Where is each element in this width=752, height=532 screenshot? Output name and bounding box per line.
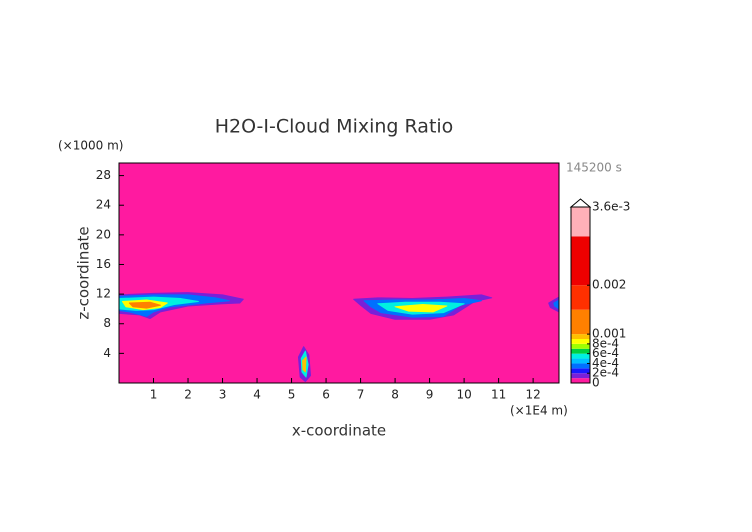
plot-frame — [118, 162, 560, 384]
colorbar-band — [571, 339, 590, 344]
contour-region — [302, 356, 307, 373]
contour-region — [394, 303, 448, 313]
colorbar-band — [571, 358, 590, 364]
colorbar-tick-label: 0.001 — [592, 327, 626, 341]
x-tick-label: 2 — [184, 388, 192, 402]
colorbar-tick-label: 0.002 — [592, 278, 626, 292]
y-tick-label: 28 — [96, 168, 111, 182]
x-tick-label: 10 — [456, 388, 471, 402]
colorbar-tick-label: 6e-4 — [592, 346, 619, 360]
colorbar-band — [571, 348, 590, 354]
y-tick-label: 12 — [96, 287, 111, 301]
x-axis-title: x-coordinate — [292, 422, 386, 440]
colorbar-band — [571, 343, 590, 349]
y-tick-label: 20 — [96, 227, 111, 241]
chart-title: H2O-I-Cloud Mixing Ratio — [215, 116, 454, 138]
colorbar-band — [571, 378, 590, 383]
colorbar-tick-label: 8e-4 — [592, 336, 619, 350]
x-tick-label: 7 — [357, 388, 365, 402]
y-axis-title: z-coordinate — [75, 226, 93, 319]
y-tick-label: 24 — [96, 198, 111, 212]
colorbar-band — [571, 363, 590, 369]
colorbar-band — [571, 373, 590, 379]
y-unit: (×1000 m) — [58, 139, 123, 153]
x-tick-label: 5 — [288, 388, 296, 402]
y-tick-label: 8 — [103, 316, 111, 330]
colorbar-tick-label: 2e-4 — [592, 366, 619, 380]
x-tick-label: 12 — [525, 388, 540, 402]
colorbar-band — [571, 353, 590, 359]
colorbar-tick-label: 4e-4 — [592, 356, 619, 370]
time-label: 145200 s — [566, 161, 622, 175]
x-tick-label: 9 — [426, 388, 434, 402]
x-tick-label: 11 — [491, 388, 506, 402]
x-tick-label: 8 — [391, 388, 399, 402]
colorbar-tick-label: 0 — [592, 376, 600, 390]
y-tick-label: 16 — [96, 257, 111, 271]
contour-region — [128, 301, 161, 309]
x-tick-label: 6 — [322, 388, 330, 402]
x-tick-label: 3 — [219, 388, 227, 402]
colorbar-extend — [569, 198, 592, 208]
colorbar-band — [571, 236, 590, 286]
x-unit: (×1E4 m) — [510, 404, 568, 418]
colorbar-band — [571, 207, 590, 237]
x-tick-label: 4 — [253, 388, 261, 402]
colorbar-tick-label: 3.6e-3 — [592, 200, 630, 214]
colorbar-band — [571, 285, 590, 310]
x-tick-label: 1 — [150, 388, 158, 402]
y-tick-label: 4 — [103, 346, 111, 360]
colorbar-band — [571, 334, 590, 339]
plot-background — [119, 163, 559, 383]
colorbar-band — [571, 309, 590, 335]
colorbar-band — [571, 368, 590, 374]
